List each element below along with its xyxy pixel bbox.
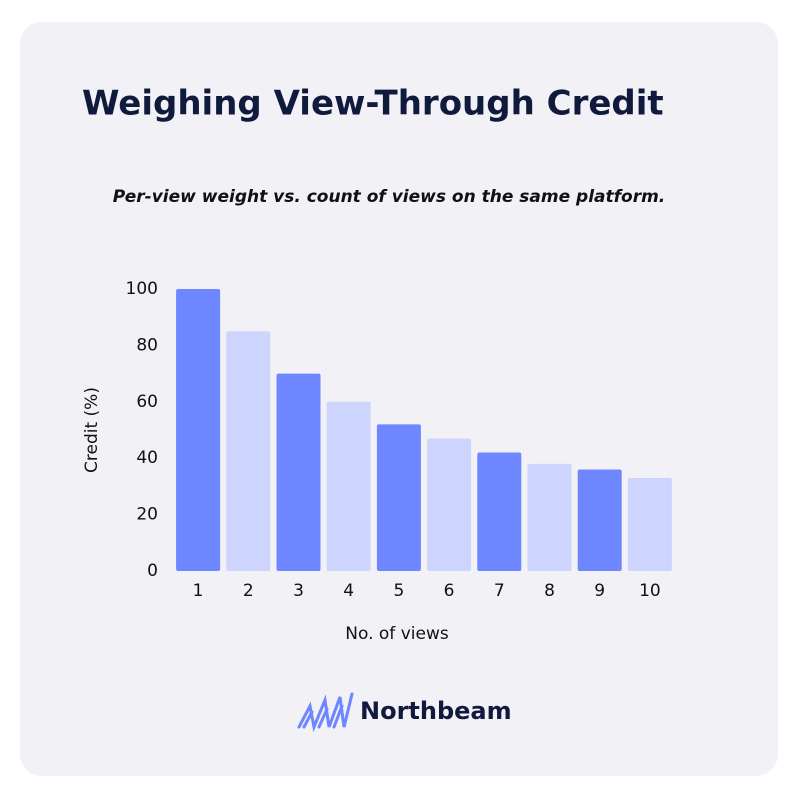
x-tick-label: 4 bbox=[343, 581, 354, 601]
bar bbox=[326, 401, 371, 571]
bar bbox=[226, 331, 271, 571]
bar bbox=[176, 289, 221, 571]
brand-name: Northbeam bbox=[360, 697, 512, 725]
y-tick-label: 20 bbox=[136, 505, 158, 525]
y-tick-label: 0 bbox=[147, 561, 158, 581]
card bbox=[20, 22, 778, 776]
bar bbox=[477, 452, 522, 571]
chart-title: Weighing View-Through Credit bbox=[82, 84, 664, 124]
x-tick-label: 3 bbox=[293, 581, 304, 601]
y-tick-label: 100 bbox=[126, 279, 158, 299]
bar bbox=[627, 477, 672, 571]
x-tick-label: 6 bbox=[444, 581, 455, 601]
x-tick-label: 7 bbox=[494, 581, 505, 601]
x-tick-label: 10 bbox=[639, 581, 661, 601]
bar bbox=[427, 438, 472, 571]
bar bbox=[527, 463, 572, 571]
x-tick-label: 1 bbox=[193, 581, 204, 601]
x-tick-label: 5 bbox=[393, 581, 404, 601]
x-tick-label: 2 bbox=[243, 581, 254, 601]
y-tick-label: 80 bbox=[136, 335, 158, 355]
y-tick-label: 60 bbox=[136, 392, 158, 412]
bar bbox=[577, 469, 622, 571]
x-tick-label: 9 bbox=[594, 581, 605, 601]
chart-subtitle: Per-view weight vs. count of views on th… bbox=[113, 187, 666, 207]
x-tick-label: 8 bbox=[544, 581, 555, 601]
bar bbox=[376, 424, 421, 571]
y-axis-label: Credit (%) bbox=[82, 387, 102, 473]
x-axis-label: No. of views bbox=[345, 624, 449, 644]
bar bbox=[276, 373, 321, 571]
logo-icon bbox=[297, 692, 354, 733]
y-tick-label: 40 bbox=[136, 448, 158, 468]
